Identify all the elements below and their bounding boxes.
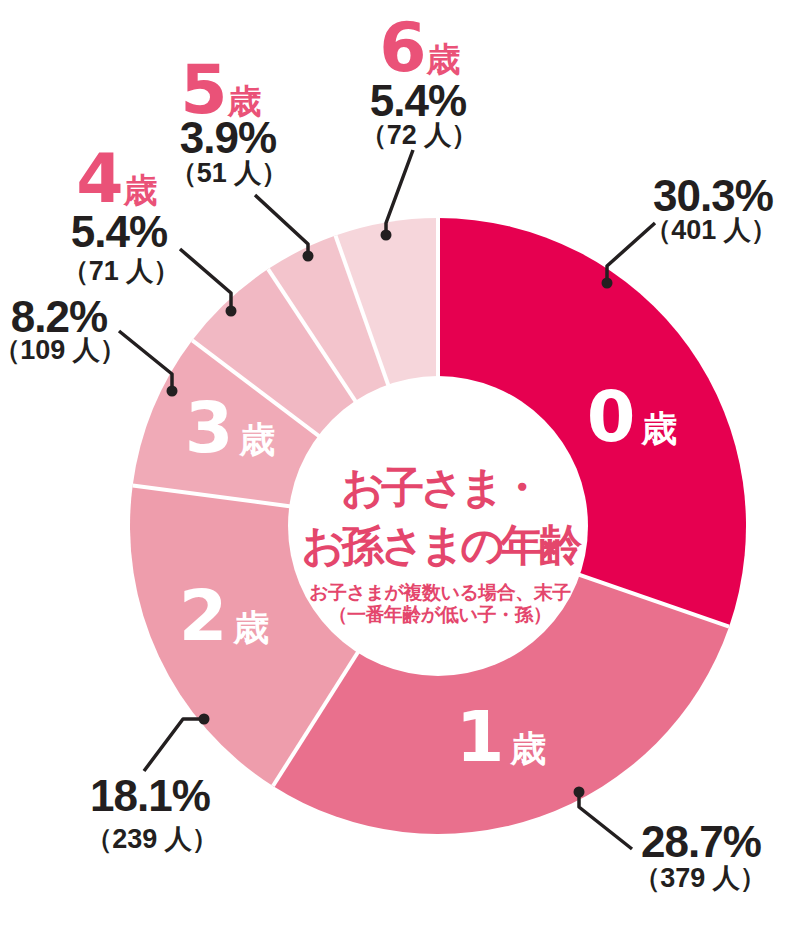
callout-count-0: （401 人）: [644, 217, 778, 244]
callout-pct-0: 30.3%: [653, 174, 773, 218]
segment-label-3-num: 3: [185, 387, 234, 469]
chart-title-line1: お子さま・: [301, 458, 578, 516]
segment-label-4: 4歳: [76, 145, 157, 213]
callout-pct-6: 5.4%: [370, 79, 466, 123]
segment-label-3: 3歳: [185, 393, 276, 463]
leader-dot-5: [303, 251, 314, 262]
segment-label-0-unit: 歳: [641, 408, 677, 449]
leader-dot-3: [167, 386, 178, 397]
segment-label-6: 6歳: [379, 14, 460, 82]
donut-chart-page: 0歳 1歳 2歳 3歳 4歳 5歳 6歳 30.3% （401 人） 28.7%…: [0, 0, 788, 940]
segment-label-1-num: 1: [456, 696, 505, 778]
chart-title: お子さま・ お孫さまの年齢: [297, 458, 578, 574]
callout-pct-2: 18.1%: [90, 774, 210, 818]
segment-label-1-unit: 歳: [510, 728, 546, 769]
segment-label-0-num: 0: [587, 376, 636, 458]
leader-dot-2: [199, 714, 210, 725]
segment-label-2-unit: 歳: [233, 607, 269, 648]
callout-pct-4: 5.4%: [71, 210, 167, 254]
segment-label-1: 1歳: [456, 702, 547, 772]
leader-line-3: [119, 331, 172, 391]
callout-count-1: （379 人）: [633, 865, 767, 892]
chart-subtitle-line2: （一番年齢が低い子・孫）: [309, 603, 571, 625]
segment-label-2-num: 2: [179, 575, 228, 657]
callout-count-4: （71 人）: [62, 258, 181, 285]
callout-count-5: （51 人）: [170, 160, 289, 187]
chart-title-line2: お孫さまの年齢: [301, 516, 578, 574]
callout-pct-5: 3.9%: [180, 116, 276, 160]
segment-label-4-unit: 歳: [124, 170, 158, 210]
leader-dot-1: [574, 787, 585, 798]
chart-subtitle-line1: お子さまが複数いる場合、末子: [309, 581, 571, 603]
leader-line-1: [579, 792, 632, 849]
segment-label-6-unit: 歳: [427, 39, 461, 79]
segment-label-3-unit: 歳: [239, 419, 275, 460]
chart-subtitle: お子さまが複数いる場合、末子 （一番年齢が低い子・孫）: [309, 581, 571, 625]
leader-line-5: [255, 195, 308, 256]
leader-dot-6: [381, 230, 392, 241]
callout-count-2: （239 人）: [85, 826, 219, 853]
segment-label-2: 2歳: [179, 581, 270, 651]
leader-dot-4: [226, 306, 237, 317]
leader-line-4: [180, 249, 231, 311]
leader-line-2: [144, 719, 204, 771]
segment-label-0: 0歳: [587, 382, 678, 452]
callout-count-6: （72 人）: [360, 122, 479, 149]
callout-pct-1: 28.7%: [641, 820, 761, 864]
leader-dot-0: [602, 278, 613, 289]
callout-count-3: （109 人）: [0, 337, 127, 364]
callout-pct-3: 8.2%: [11, 295, 107, 339]
